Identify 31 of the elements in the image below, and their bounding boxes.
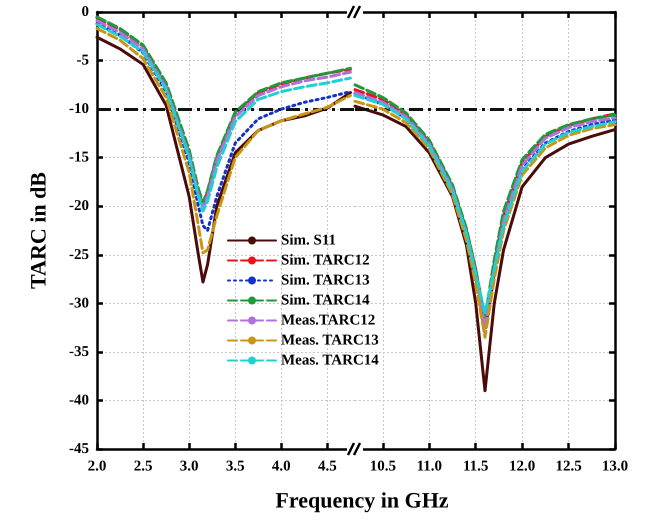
y-tick-label: -40: [69, 392, 89, 408]
x-tick-label: 10.5: [370, 458, 396, 474]
legend-label: Sim. S11: [281, 232, 336, 248]
x-tick-label: 12.0: [509, 458, 536, 474]
legend-label: Meas.TARC12: [281, 312, 376, 328]
legend-label: Sim. TARC14: [281, 292, 370, 308]
x-axis-title: Frequency in GHz: [275, 488, 449, 512]
y-tick-label: -15: [69, 150, 89, 166]
legend-label: Meas. TARC13: [281, 332, 379, 348]
y-tick-label: -35: [69, 344, 89, 360]
legend-label: Sim. TARC12: [281, 252, 370, 268]
x-tick-label: 12.5: [555, 458, 582, 474]
x-tick-label: 4.0: [272, 458, 291, 474]
x-tick-label: 11.0: [416, 458, 442, 474]
y-tick-label: -45: [69, 441, 89, 457]
y-axis-title: TARC in dB: [26, 172, 50, 289]
x-tick-label: 13.0: [602, 458, 628, 474]
x-tick-label: 4.5: [318, 458, 337, 474]
y-tick-label: -30: [69, 295, 89, 312]
y-tick-label: -5: [76, 52, 89, 69]
legend-label: Sim. TARC13: [281, 272, 370, 288]
x-tick-label: 3.0: [180, 458, 199, 474]
y-tick-label: 0: [82, 4, 89, 20]
legend-label: Meas. TARC14: [281, 352, 380, 368]
x-tick-label: 3.5: [226, 458, 245, 474]
x-tick-label: 11.5: [462, 458, 488, 474]
y-tick-label: -10: [69, 101, 89, 118]
y-tick-label: -20: [69, 198, 89, 214]
x-tick-label: 2.0: [88, 458, 106, 474]
x-tick-label: 2.5: [134, 458, 152, 474]
y-tick-label: -25: [69, 246, 89, 263]
